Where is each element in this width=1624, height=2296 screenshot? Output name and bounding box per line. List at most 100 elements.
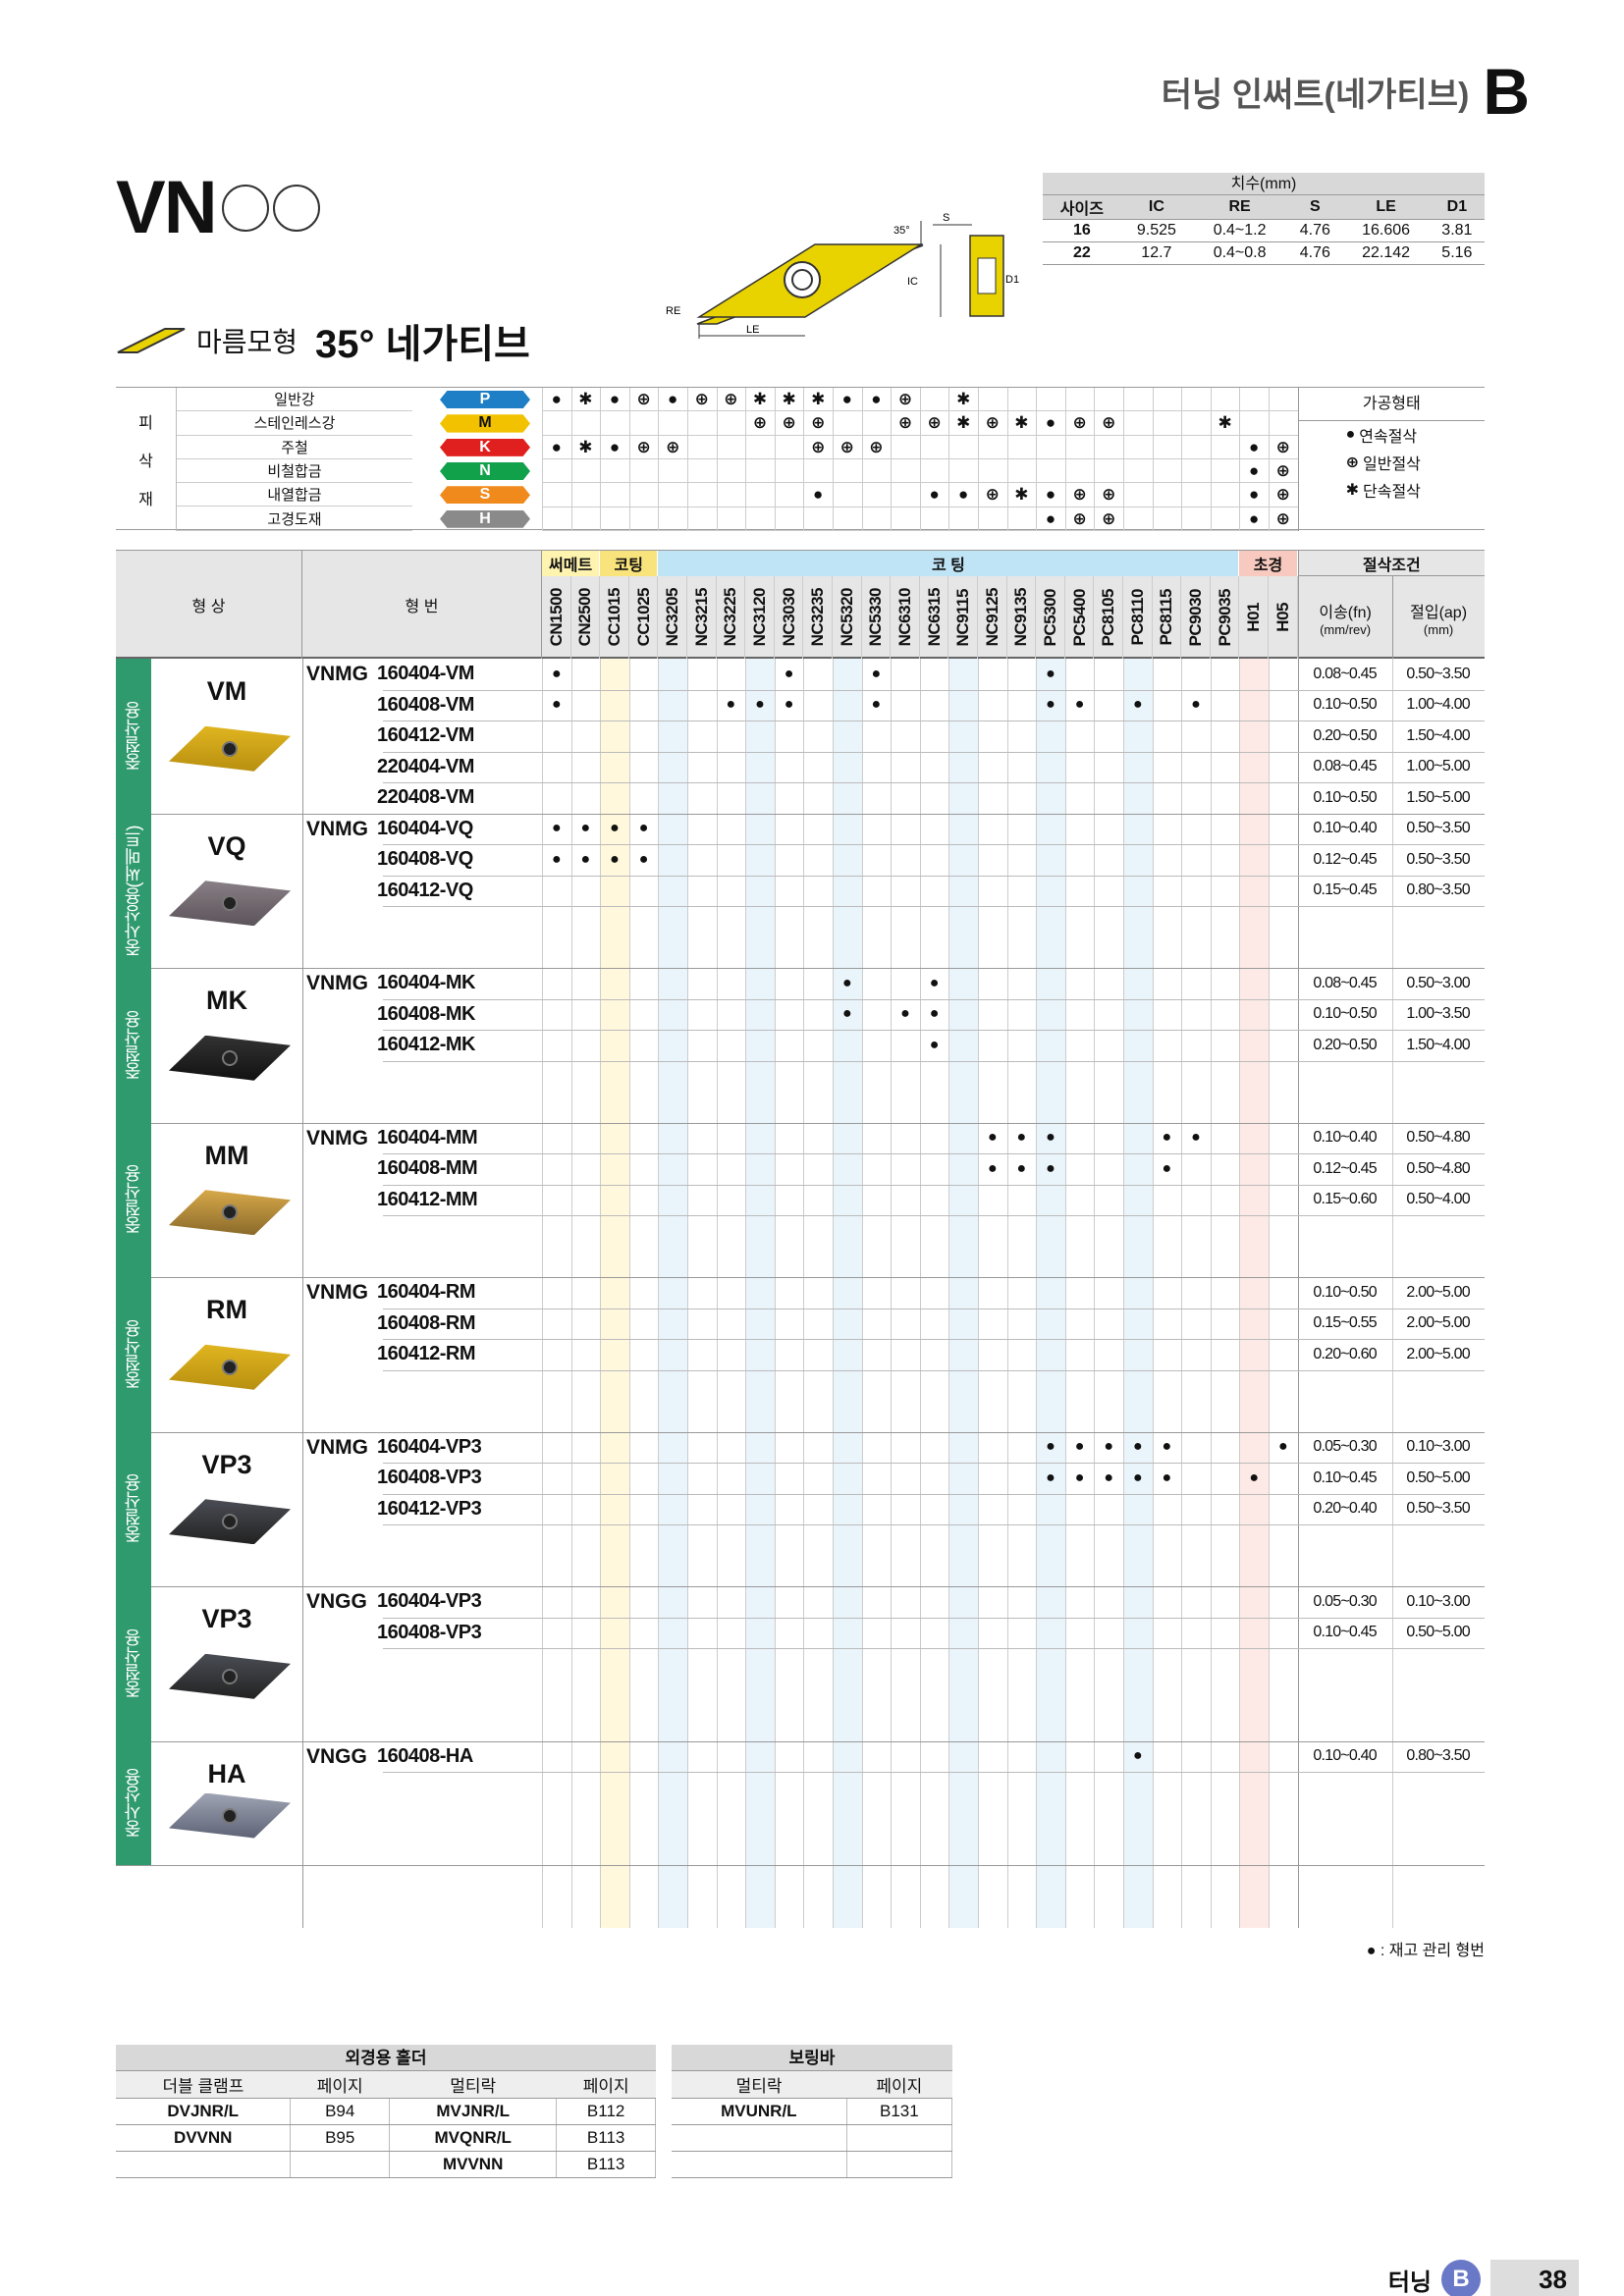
material-code-badge: K (440, 438, 530, 456)
grade-label: NC3205 (663, 588, 682, 647)
grade-col-line (1006, 388, 1008, 531)
depth-value: 0.50~3.50 (1406, 665, 1470, 682)
dim-cell: 12.7 (1120, 241, 1193, 265)
insert-code: 160408-RM (377, 1311, 476, 1334)
svg-text:S: S (943, 212, 949, 224)
grade-col-line (1064, 388, 1066, 531)
feed-value: 0.10~0.50 (1313, 1283, 1377, 1301)
column-tint-nc3205 (658, 659, 687, 1928)
grade-label: NC3120 (749, 588, 769, 647)
stock-dot: ● (1074, 1468, 1085, 1486)
process-symbol: ⊕ (724, 390, 738, 409)
grade-header: CN2500 (571, 576, 601, 659)
process-symbol: ● (871, 390, 882, 409)
feed-value: 0.10~0.50 (1313, 1005, 1377, 1023)
side-char: 삭 (138, 453, 153, 470)
row-line (383, 998, 1485, 1000)
grade-col-line (1064, 659, 1066, 1928)
process-symbol: ⊕ (1102, 485, 1116, 505)
grade-col-line (891, 659, 893, 1928)
column-tint-nc5320 (833, 659, 862, 1928)
process-symbol: ● (1249, 508, 1260, 528)
insert-hole (222, 1359, 238, 1375)
grade-col-line (978, 388, 979, 531)
holder-cell: DVJNR/L (116, 2098, 292, 2125)
bore-cell (846, 2151, 953, 2178)
stock-dot: ● (1162, 1159, 1172, 1177)
insert-code: 160412-VM (377, 724, 474, 746)
insert-hole (222, 1668, 238, 1684)
footnote: ● : 재고 관리 형번 (1366, 1943, 1485, 1959)
group-divider (116, 968, 1485, 969)
insert-hole (222, 895, 238, 912)
code-prefix: VNMG (306, 1126, 368, 1149)
holder-header: 멀티락 (389, 2071, 557, 2099)
material-code-badge: M (440, 414, 530, 433)
insert-image (169, 725, 291, 772)
holder-row: DVVNN B95 MVQNR/L B113 (116, 2124, 656, 2152)
feed-value: 0.10~0.45 (1313, 1468, 1377, 1486)
group-divider (116, 1864, 1485, 1866)
holder-cell (290, 2151, 391, 2178)
grade-header: NC3235 (803, 576, 833, 659)
grade-header: NC3120 (745, 576, 775, 659)
placeholder-circle-1 (221, 184, 269, 232)
shape-col-line (302, 659, 303, 1928)
grade-header: CC1025 (629, 576, 659, 659)
grade-header: PC8115 (1153, 576, 1182, 659)
process-symbol: ⊕ (1102, 413, 1116, 433)
legend-symbol: ✱ (1345, 482, 1359, 499)
process-symbol: ✱ (1014, 485, 1029, 505)
group-divider (116, 1122, 1485, 1124)
grade-col-line (803, 659, 805, 1928)
category-band: 중절삭용 (116, 1277, 151, 1432)
process-symbol: ⊕ (1072, 508, 1087, 528)
category-label: 중절삭용 (124, 701, 143, 771)
category-band: 중사상용 (116, 1740, 151, 1865)
cond-depth-label: 절입(ap) (1410, 604, 1468, 621)
grade-col-line (1036, 659, 1038, 1928)
grade-col-line (542, 659, 543, 1928)
dim-cell: 16 (1043, 219, 1121, 242)
row-line (383, 1215, 1485, 1216)
process-symbol: ● (551, 437, 562, 456)
bore-row: MVUNR/L B131 (672, 2098, 953, 2125)
stock-dot: ● (638, 820, 649, 837)
grade-col-line (891, 388, 893, 531)
holder-cell: MVVNN (389, 2151, 558, 2178)
grade-header: H01 (1239, 576, 1269, 659)
diagram-angle-label: 35° (893, 225, 910, 237)
group-divider (116, 1586, 1485, 1587)
holder-cell (116, 2151, 292, 2178)
grade-col-line (774, 659, 776, 1928)
stock-dot: ● (929, 974, 940, 991)
stock-dot: ● (610, 850, 620, 868)
grade-col-line (658, 388, 660, 531)
holder-bore-grid: 멀티락 페이지 MVUNR/L B131 (672, 2071, 953, 2178)
process-legend-item: ✱ 단속절삭 (1299, 476, 1485, 504)
depth-value: 0.50~5.00 (1406, 1624, 1470, 1641)
column-tint-h01 (1239, 659, 1269, 1928)
cond-depth-head: 절입(ap) (mm) (1391, 576, 1485, 659)
material-name: 주철 (177, 436, 412, 459)
grade-header: PC9035 (1211, 576, 1240, 659)
feed-value: 0.10~0.50 (1313, 696, 1377, 714)
insert-code: 160408-VM (377, 693, 474, 716)
grade-label: NC3030 (779, 588, 798, 647)
feed-value: 0.08~0.45 (1313, 665, 1377, 682)
code-prefix: VNMG (306, 1281, 368, 1304)
category-band: 중사상용(써메트) (116, 813, 151, 968)
insert-name: MK (206, 986, 247, 1015)
process-symbol: ⊕ (1102, 508, 1116, 528)
stock-dot: ● (551, 850, 562, 868)
holder-header: 페이지 (290, 2071, 390, 2099)
process-symbol: ✱ (578, 390, 593, 409)
feed-value: 0.10~0.50 (1313, 788, 1377, 806)
grade-label: NC9115 (953, 588, 973, 647)
row-line (383, 1648, 1485, 1649)
materials-matrix: 피 삭 재 일반강 P ● ✱ ● ⊕ ● ⊕ ⊕ ✱ ✱ ✱ ● ● ⊕ ✱ 스테인레스강 M ⊕ ⊕ ⊕ ⊕ ⊕ ✱ ⊕ ✱ ● ⊕ ⊕ ✱… (116, 387, 1485, 531)
grade-col-line (833, 388, 834, 531)
feed-value: 0.08~0.45 (1313, 974, 1377, 991)
row-line (383, 782, 1485, 783)
process-symbol: ● (1045, 485, 1056, 505)
